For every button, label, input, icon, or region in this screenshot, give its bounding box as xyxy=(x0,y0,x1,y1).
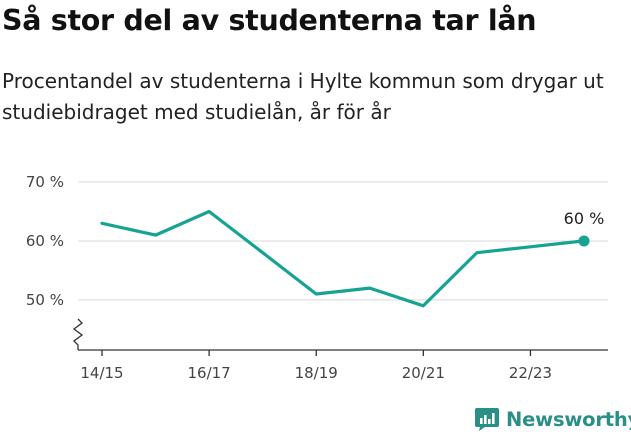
y-axis-labels: 50 % 60 % 70 % xyxy=(26,173,64,309)
y-tick-label: 70 % xyxy=(26,173,64,191)
y-tick-label: 50 % xyxy=(26,291,64,309)
y-tick-label: 60 % xyxy=(26,232,64,250)
x-axis: 14/15 16/17 18/19 20/21 22/23 xyxy=(72,318,608,382)
x-tick-label: 18/19 xyxy=(295,364,338,382)
x-tick-label: 20/21 xyxy=(402,364,445,382)
end-point-marker xyxy=(578,235,590,247)
newsworthy-logo-icon xyxy=(475,408,499,431)
newsworthy-brand: Newsworthy xyxy=(474,406,631,432)
series-group xyxy=(100,209,590,308)
gridlines xyxy=(78,181,608,301)
axis-break-icon xyxy=(72,318,84,350)
end-value-label: 60 % xyxy=(564,209,605,228)
x-tick-label: 14/15 xyxy=(80,364,123,382)
chart-title: Så stor del av studenterna tar lån xyxy=(2,4,537,37)
brand-name: Newsworthy xyxy=(506,407,631,431)
series-line xyxy=(100,209,586,308)
x-tick-label: 16/17 xyxy=(187,364,230,382)
x-tick-label: 22/23 xyxy=(509,364,552,382)
chart-subtitle: Procentandel av studenterna i Hylte komm… xyxy=(2,69,604,124)
